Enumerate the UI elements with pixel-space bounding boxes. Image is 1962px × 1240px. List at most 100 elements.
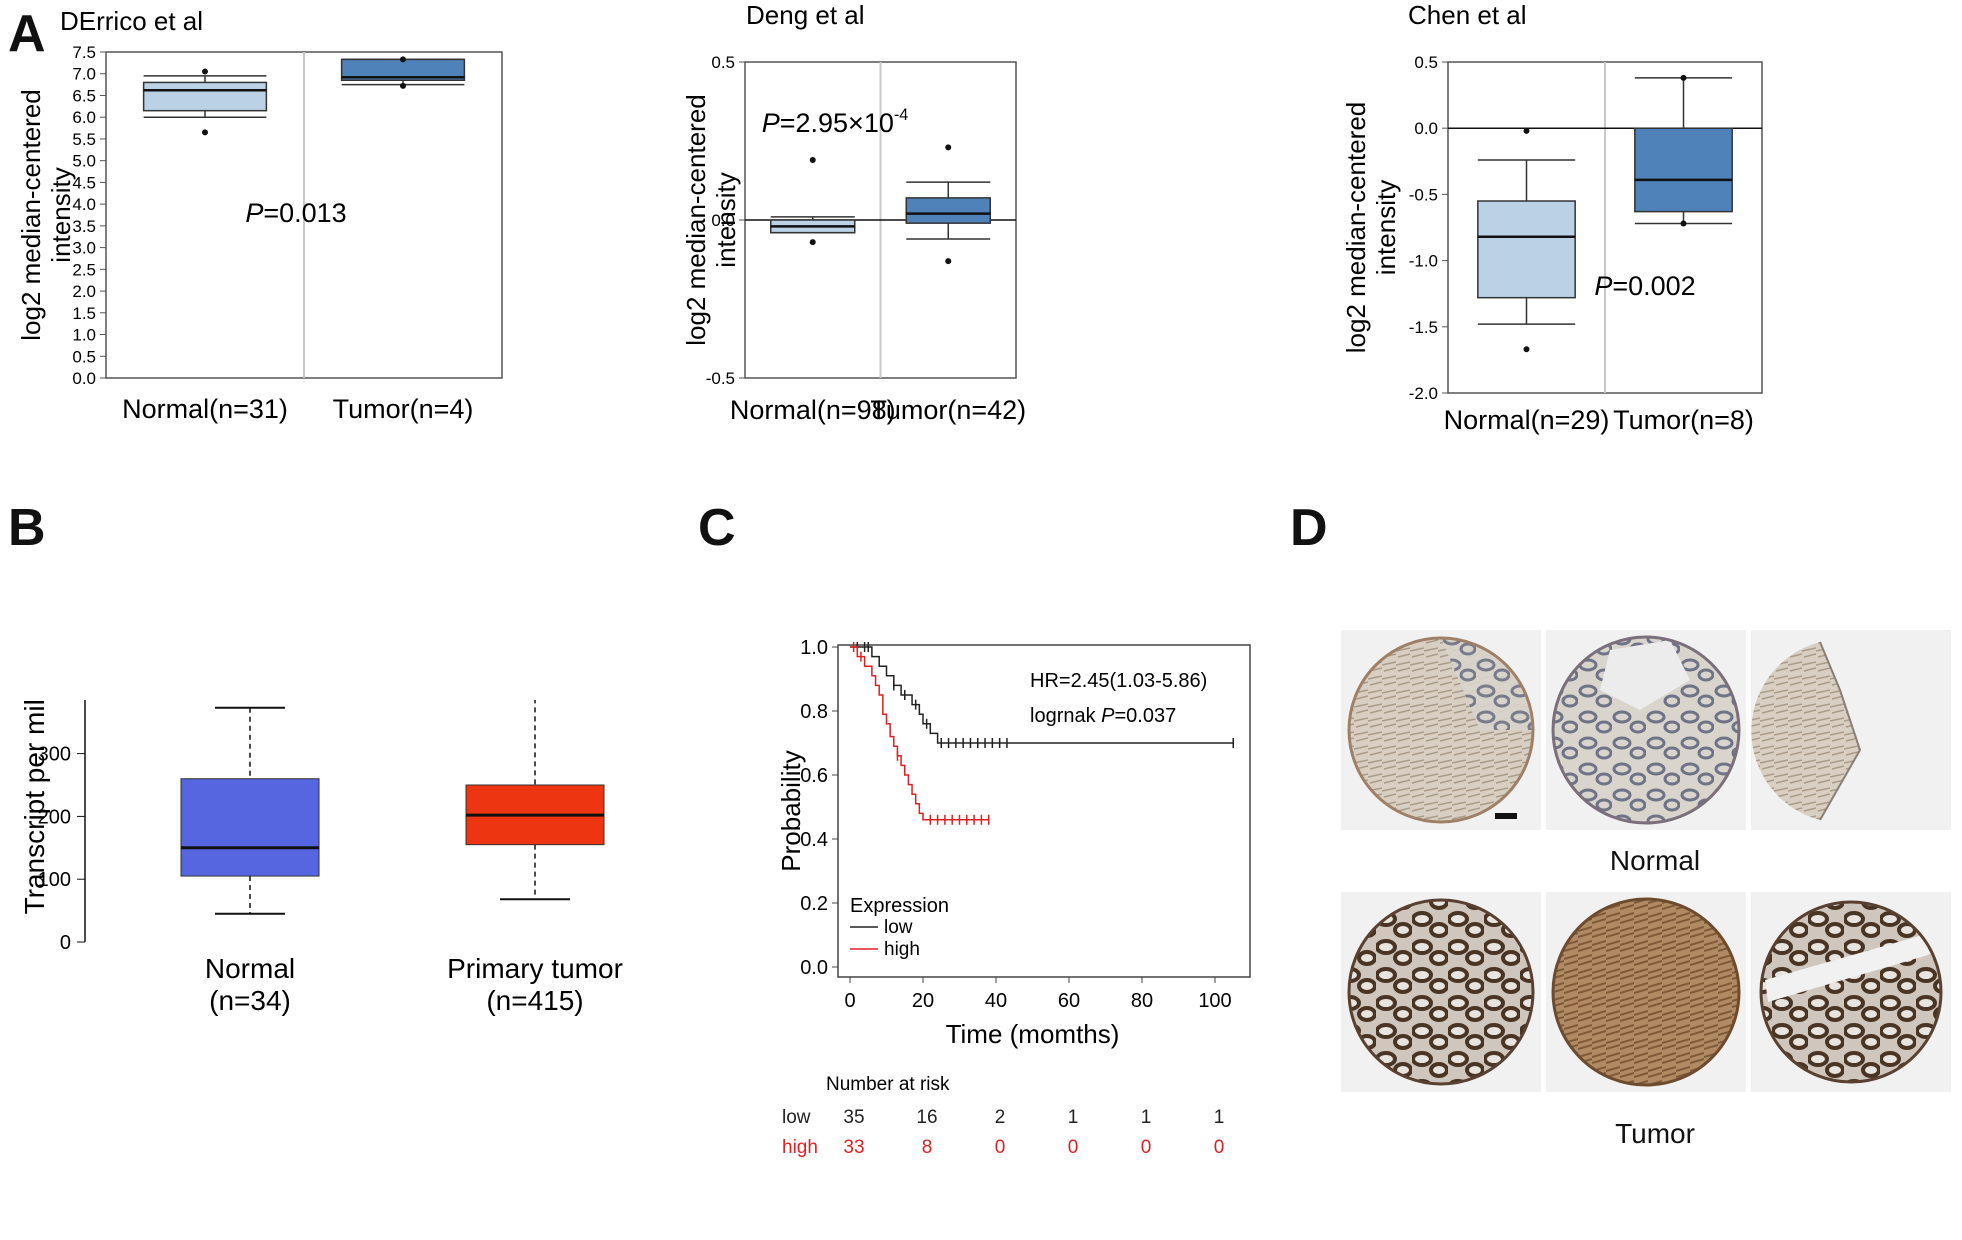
tissue-core-tumor-1 bbox=[1349, 900, 1533, 1084]
chart-chen: Chen et al -2.0 -1.5 -1.0 -0.5 0.0 0.5 log2 med… bbox=[1341, 0, 1763, 435]
outlier-point bbox=[400, 82, 406, 89]
risk-value: 8 bbox=[922, 1137, 933, 1158]
chart-deng: Deng et al -0.5 0.0 0.5 log2 median-centered… bbox=[681, 0, 1026, 425]
y-tick-label: 5.0 bbox=[72, 152, 96, 171]
y-tick-label: 7.0 bbox=[72, 65, 96, 84]
box bbox=[905, 197, 992, 224]
panel-label-c: C bbox=[698, 499, 736, 557]
y-tick-label: 2.0 bbox=[72, 282, 96, 301]
chart-title: Chen et al bbox=[1408, 0, 1527, 30]
y-tick-label: -2.0 bbox=[1409, 384, 1438, 403]
box bbox=[1477, 200, 1576, 299]
x-axis-label: Time (momths) bbox=[946, 1019, 1120, 1049]
category-label: Normal bbox=[205, 953, 295, 984]
p-value: P=2.95×10-4 bbox=[762, 106, 909, 138]
risk-row-label: low bbox=[782, 1107, 811, 1128]
chart-km-survival: 0.0 0.2 0.4 0.6 0.8 1.0 0 20 40 60 80 1 0 0 Probabilit… bbox=[776, 637, 1251, 1158]
risk-row-label: high bbox=[782, 1137, 818, 1158]
x-tick-label: 60 bbox=[1058, 990, 1080, 1012]
y-tick-label: 0.0 bbox=[800, 957, 828, 979]
x-tick-label: 20 bbox=[912, 990, 934, 1012]
y-tick-label: 0.0 bbox=[711, 211, 735, 230]
risk-value: 0 bbox=[1068, 1137, 1079, 1158]
category-label: Tumor(n=42) bbox=[870, 395, 1026, 425]
risk-value: 0 bbox=[995, 1137, 1006, 1158]
y-tick-label: 0.5 bbox=[711, 53, 735, 72]
y-axis-label: intensity bbox=[711, 172, 741, 267]
y-tick-label: 3.0 bbox=[72, 239, 96, 258]
category-label: Tumor(n=4) bbox=[333, 394, 474, 424]
outlier-point bbox=[945, 258, 952, 265]
category-label: Tumor(n=8) bbox=[1613, 405, 1754, 435]
y-axis-label: intensity bbox=[46, 167, 76, 262]
x-tick-label: 40 bbox=[985, 990, 1007, 1012]
risk-value: 1 bbox=[1068, 1107, 1079, 1128]
y-tick-label: 200 bbox=[38, 806, 71, 828]
risk-value: 0 bbox=[1141, 1137, 1152, 1158]
category-label: Normal(n=31) bbox=[122, 394, 288, 424]
y-tick-label: 6.5 bbox=[72, 86, 96, 105]
y-tick-label: 1.0 bbox=[72, 326, 96, 345]
y-tick-label: 4.0 bbox=[72, 195, 96, 214]
y-tick-label: 7.5 bbox=[72, 43, 96, 62]
y-tick-label: 0.8 bbox=[800, 701, 828, 723]
scale-bar bbox=[1495, 813, 1517, 819]
y-axis-label: log2 median-centered bbox=[16, 89, 46, 341]
y-axis-label: intensity bbox=[1371, 180, 1401, 275]
logrank-text: logrnak P=0.037 bbox=[1030, 705, 1176, 727]
box bbox=[142, 81, 268, 112]
tissue-tumor-label: Tumor bbox=[1615, 1118, 1695, 1149]
tissue-core-normal-3 bbox=[1751, 642, 1860, 820]
risk-value: 2 bbox=[995, 1107, 1006, 1128]
y-tick-label: 4.5 bbox=[72, 173, 96, 192]
panel-label-a: A bbox=[8, 5, 46, 63]
y-tick-label: 3.5 bbox=[72, 217, 96, 236]
panel-label-b: B bbox=[8, 499, 46, 557]
risk-table-title: Number at risk bbox=[826, 1074, 950, 1095]
risk-value: 1 bbox=[1141, 1107, 1152, 1128]
y-tick-label: 300 bbox=[38, 744, 71, 766]
y-tick-label: 0 bbox=[60, 932, 71, 954]
y-tick-label: 0.6 bbox=[800, 765, 828, 787]
outlier-point bbox=[202, 129, 208, 136]
risk-value: 33 bbox=[843, 1137, 864, 1158]
outlier-point bbox=[202, 68, 208, 75]
chart-derrico: DErrico et al 0.0 0.5 1.0 1.5 2.0 2.5 3.0 3.5 4.0… bbox=[16, 6, 503, 424]
risk-value: 35 bbox=[843, 1107, 864, 1128]
y-tick-label: -0.5 bbox=[1409, 185, 1438, 204]
y-tick-label: 0.5 bbox=[1414, 53, 1438, 72]
y-tick-label: 0.5 bbox=[72, 347, 96, 366]
tissue-core-tumor-2 bbox=[1553, 899, 1739, 1085]
legend-label-low: low bbox=[884, 917, 913, 938]
outlier-point bbox=[945, 144, 952, 151]
y-tick-label: -1.5 bbox=[1409, 318, 1438, 337]
survival-curve-high bbox=[850, 646, 989, 821]
box bbox=[1634, 127, 1733, 213]
survival-curve-low bbox=[850, 646, 1234, 744]
panel-label-d: D bbox=[1290, 499, 1328, 557]
legend-title: Expression bbox=[850, 895, 949, 917]
risk-value: 16 bbox=[916, 1107, 937, 1128]
plot-frame bbox=[837, 644, 1251, 978]
category-label: Normal(n=29) bbox=[1444, 405, 1610, 435]
outlier-point bbox=[1523, 346, 1530, 353]
y-axis-label: Transcript per million bbox=[19, 700, 50, 914]
y-axis-label: Probability bbox=[776, 750, 806, 871]
y-tick-label: 2.5 bbox=[72, 260, 96, 279]
x-tick-label: 80 bbox=[1131, 990, 1153, 1012]
y-axis-label: log2 median-centered bbox=[1341, 102, 1371, 354]
chart-title: Deng et al bbox=[746, 0, 865, 30]
y-tick-label: 1.0 bbox=[800, 637, 828, 659]
y-tick-label: 400 bbox=[38, 700, 71, 703]
risk-value: 1 bbox=[1214, 1107, 1225, 1128]
chart-title: DErrico et al bbox=[60, 6, 203, 36]
chart-tcga: TCGA samples0100200300400500Transcript p… bbox=[19, 700, 623, 1016]
y-tick-label: 0.2 bbox=[800, 893, 828, 915]
outlier-point bbox=[809, 156, 816, 163]
outlier-point bbox=[400, 56, 406, 63]
outlier-point bbox=[1680, 74, 1687, 81]
y-tick-label: 0.4 bbox=[800, 829, 828, 851]
category-label: Primary tumor bbox=[447, 953, 623, 984]
legend-label-high: high bbox=[884, 939, 920, 960]
y-tick-label: 1.5 bbox=[72, 304, 96, 323]
